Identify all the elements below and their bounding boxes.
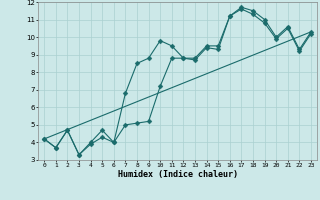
- X-axis label: Humidex (Indice chaleur): Humidex (Indice chaleur): [118, 170, 238, 179]
